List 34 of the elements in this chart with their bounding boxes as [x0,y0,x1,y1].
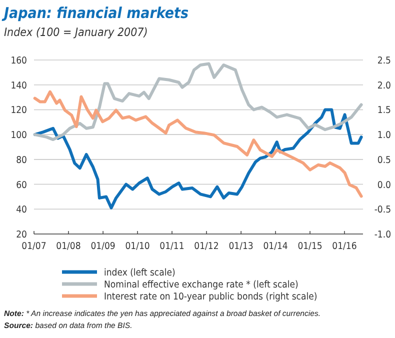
y-tick-label: 80 [16,154,27,166]
line-series [33,90,363,198]
chart-title: Japan: financial markets [1,4,188,22]
x-tick-label: 01/13 [228,241,254,252]
x-tick-label: 01/16 [332,241,357,252]
x-tick-label: 01/08 [56,241,81,252]
y2-tick-label: 0.5 [377,154,391,166]
legend-label: Interest rate on 10-year public bonds (right scale) [104,292,318,302]
y2-tick-label: 2.0 [377,80,391,92]
y2-tick-label: 2.5 [377,56,391,66]
x-tick-label: 01/10 [125,241,150,252]
y-tick-label: 120 [10,105,27,116]
x-tick-label: 01/07 [22,241,46,252]
x-tick-label: 01/12 [194,241,219,252]
x-tick-label: 01/11 [160,241,184,252]
y2-tick-label: -0.5 [374,204,391,216]
y-tick-label: 60 [16,180,27,191]
x-tick-label: 01/15 [298,241,322,252]
x-tick-label: 01/09 [90,241,116,252]
line-series [33,62,363,142]
y-tick-label: 40 [16,204,27,216]
y-tick-label: 20 [16,230,27,240]
y-tick-label: 140 [10,80,27,92]
y2-tick-label: -1.0 [374,230,391,240]
y2-tick-label: 1.5 [377,105,391,116]
y2-tick-label: 1.0 [377,130,391,142]
chart-subtitle: Index (100 = January 2007) [4,25,148,39]
y2-tick-label: 0.0 [377,180,391,191]
legend-label: index (left scale) [104,268,176,278]
y-tick-label: 100 [10,130,27,142]
y-tick-label: 160 [10,56,27,66]
x-tick-label: 01/14 [263,241,288,252]
line-series [33,108,363,210]
legend-label: Nominal effective exchange rate * (left scale) [104,280,298,290]
